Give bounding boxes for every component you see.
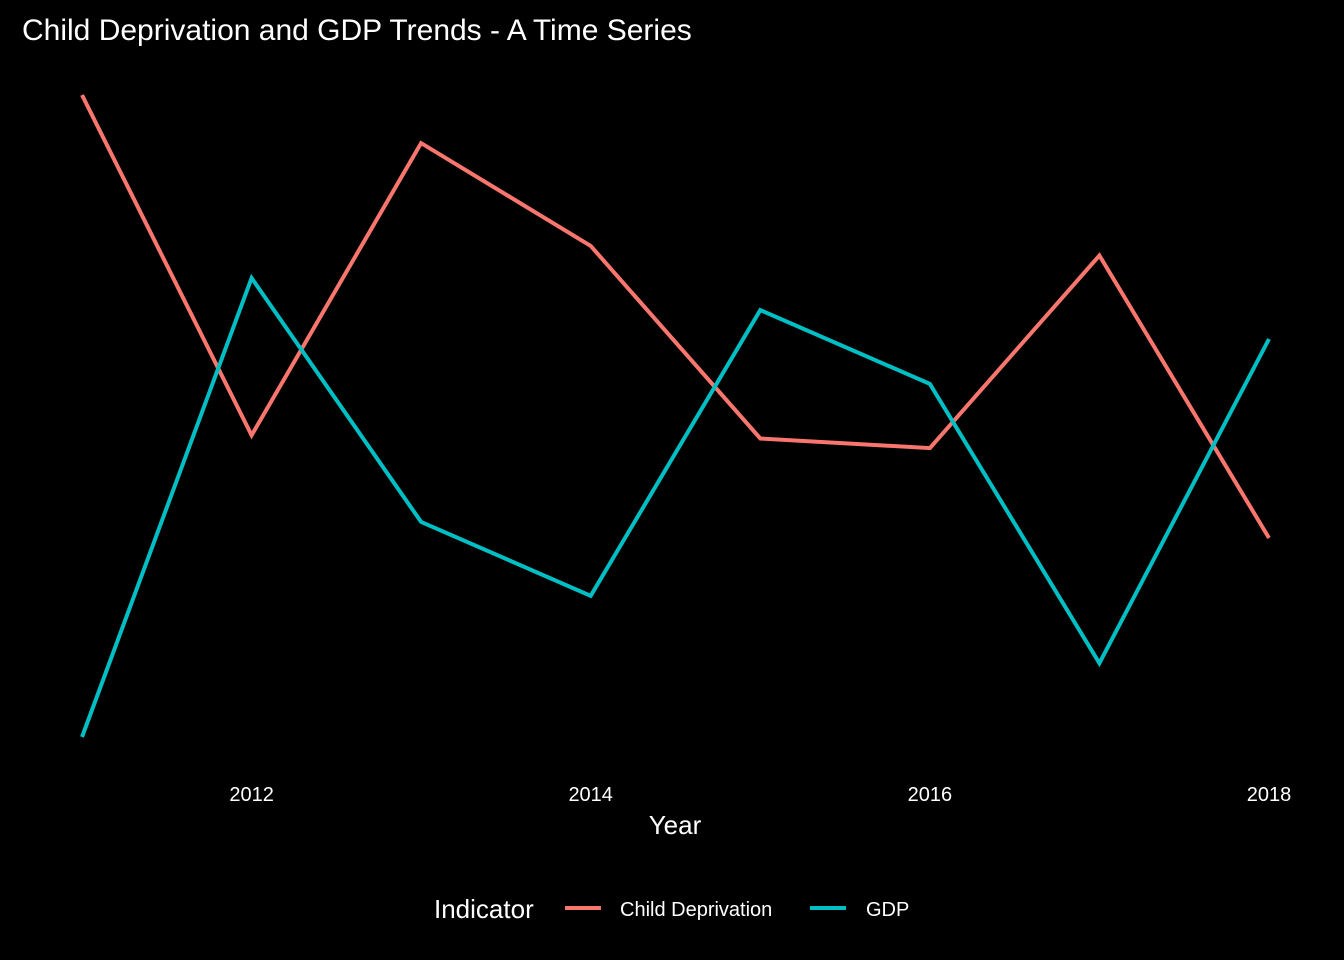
legend: Indicator Child Deprivation GDP — [434, 894, 909, 924]
legend-items: Child Deprivation GDP — [565, 899, 909, 921]
chart-title: Child Deprivation and GDP Trends - A Tim… — [22, 14, 692, 47]
x-tick-label: 2016 — [908, 784, 953, 806]
x-axis: 2012 2014 2016 2018 Year — [229, 784, 1291, 840]
legend-title: Indicator — [434, 894, 534, 924]
series-layer — [80, 94, 1271, 738]
x-tick-labels: 2012 2014 2016 2018 — [229, 784, 1291, 806]
x-tick-label: 2012 — [229, 784, 274, 806]
x-axis-title: Year — [649, 810, 702, 840]
x-tick-label: 2018 — [1247, 784, 1292, 806]
legend-label-child-deprivation: Child Deprivation — [620, 899, 772, 921]
series-line-gdp — [80, 273, 1271, 738]
legend-label-gdp: GDP — [866, 899, 909, 921]
series-line-child-deprivation — [80, 94, 1271, 540]
x-tick-label: 2014 — [568, 784, 613, 806]
plot-area — [80, 94, 1271, 738]
